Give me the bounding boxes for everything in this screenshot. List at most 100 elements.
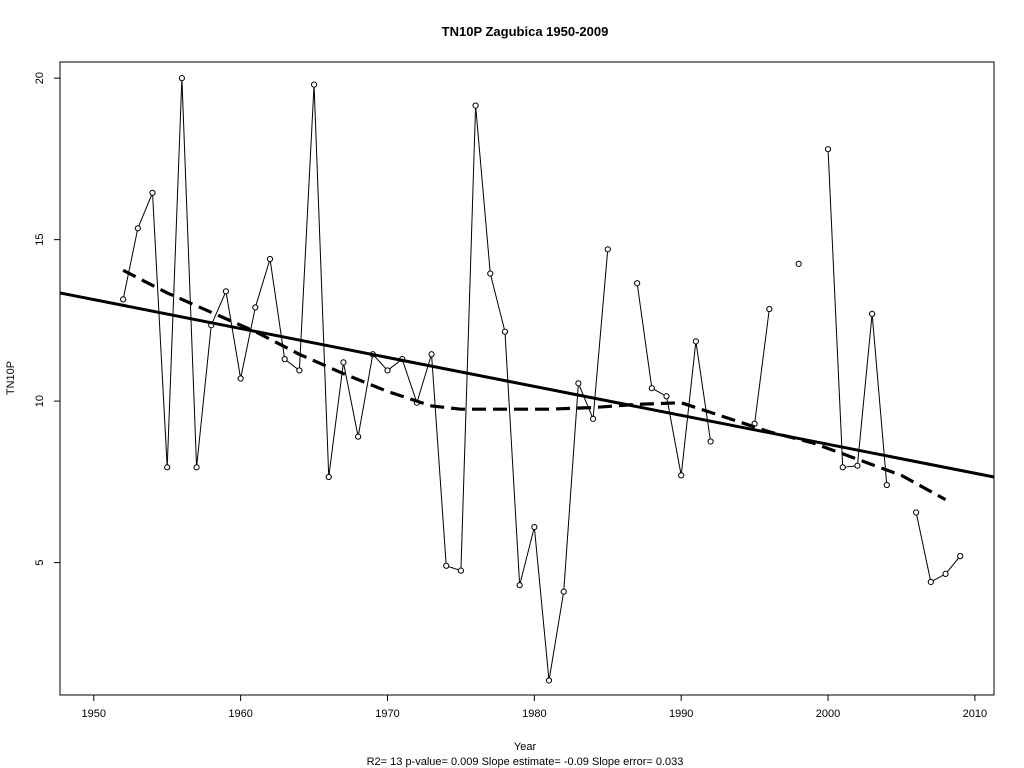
data-point	[281, 356, 288, 363]
series-segment	[533, 527, 550, 681]
series-segment	[915, 512, 932, 583]
data-point	[766, 305, 773, 313]
data-point	[340, 359, 347, 366]
x-tick-label: 2010	[963, 708, 987, 720]
plot-area: 1950 1960 1970 1980 1990 2000 2010 5 10 15 20	[34, 61, 995, 720]
series-segment	[460, 105, 477, 571]
series-segment	[871, 313, 888, 486]
series-segment	[122, 228, 139, 300]
data-point	[869, 310, 876, 318]
series-segment	[695, 341, 712, 442]
data-point	[634, 280, 641, 287]
data-point	[443, 562, 450, 569]
data-point	[575, 380, 582, 387]
series-segment	[827, 149, 844, 468]
y-axis-label: TN10P	[5, 361, 17, 395]
series-segment	[548, 591, 565, 681]
series-segment	[357, 354, 374, 437]
data-point	[252, 304, 259, 311]
series-segment	[504, 331, 521, 586]
series-segment	[137, 192, 153, 229]
data-point	[120, 296, 127, 303]
chart-title: TN10P Zagubica 1950-2009	[442, 24, 609, 39]
y-tick-label: 10	[34, 395, 46, 407]
data-point	[355, 433, 362, 440]
series-segment	[328, 362, 344, 478]
x-tick-label: 1980	[522, 708, 546, 720]
data-point	[266, 255, 274, 263]
data-point	[487, 270, 494, 277]
series-segment	[666, 396, 682, 476]
series-segment	[181, 78, 198, 468]
data-point	[222, 288, 230, 295]
series-segment	[945, 555, 961, 575]
series-segment	[563, 383, 579, 592]
y-tick-label: 5	[34, 560, 46, 566]
series-segment	[240, 307, 256, 379]
data-point	[883, 481, 890, 489]
series-segment	[856, 313, 873, 466]
data-point	[957, 553, 964, 560]
linear-trend-line	[59, 291, 995, 479]
data-point	[457, 567, 465, 574]
series-segment	[577, 383, 594, 420]
x-tick-label: 1960	[228, 708, 252, 720]
data-point	[927, 578, 934, 586]
data-point	[589, 415, 597, 422]
data-point	[428, 351, 435, 358]
data-point	[325, 473, 332, 481]
data-point	[824, 146, 832, 153]
series-segment	[401, 358, 418, 403]
data-point	[604, 246, 611, 253]
data-point	[854, 462, 861, 469]
data-point	[531, 523, 538, 531]
data-point	[795, 260, 802, 267]
series-segment	[152, 192, 168, 468]
data-point	[149, 189, 156, 196]
series-segment	[431, 354, 447, 566]
series-segment	[416, 354, 433, 403]
data-point	[384, 367, 391, 374]
series-segment	[342, 362, 359, 437]
data-point	[839, 464, 846, 471]
y-tick-label: 20	[34, 72, 46, 84]
data-point	[545, 677, 553, 684]
data-point	[942, 570, 949, 577]
y-tick-label: 15	[34, 234, 46, 246]
series-segment	[254, 258, 271, 308]
series-segment	[269, 258, 286, 360]
data-point	[707, 438, 714, 445]
x-tick-label: 1970	[375, 708, 399, 720]
series-segment	[298, 84, 315, 371]
series-segment	[636, 283, 653, 389]
series-segment	[475, 105, 491, 274]
data-point	[310, 81, 318, 88]
series-segment	[519, 526, 535, 586]
series-segment	[372, 353, 388, 371]
x-tick-label: 1990	[669, 708, 693, 720]
data-point	[663, 393, 670, 400]
data-point	[913, 509, 920, 516]
data-point	[560, 588, 567, 595]
series-segment	[313, 84, 330, 478]
data-point	[178, 75, 185, 82]
data-point	[472, 102, 479, 109]
data-point	[134, 225, 141, 232]
series-segment	[225, 291, 242, 379]
series-segment	[754, 309, 770, 424]
data-point	[692, 338, 699, 345]
data-point	[501, 328, 509, 335]
data-point	[164, 464, 171, 471]
data-point	[516, 582, 523, 589]
data-point	[193, 464, 200, 471]
plot-frame	[59, 61, 995, 696]
x-axis-label: Year	[514, 741, 537, 753]
data-point	[237, 375, 244, 382]
series-segment	[489, 273, 506, 332]
series-segment	[210, 291, 227, 326]
series-segment	[166, 78, 183, 468]
data-point	[678, 472, 685, 479]
series-segment	[196, 325, 212, 468]
series-segment	[680, 341, 697, 476]
